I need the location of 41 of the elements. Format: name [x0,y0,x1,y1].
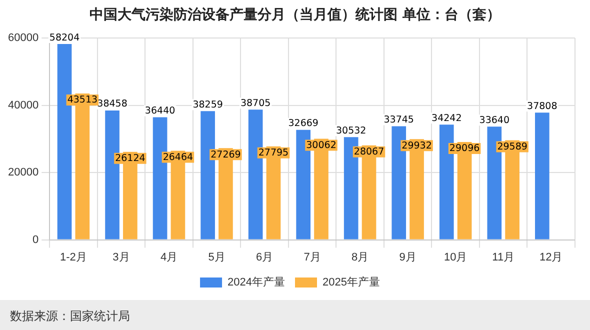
data-label: 37808 [527,100,558,112]
x-tick-label: 10月 [444,251,468,264]
x-tick-label: 8月 [351,251,369,264]
y-tick-label: 40000 [8,99,39,112]
x-tick-label: 9月 [399,251,416,264]
x-tick-label: 3月 [112,251,130,264]
data-label: 43513 [67,94,98,106]
data-label: 29589 [497,142,528,152]
data-label: 26124 [115,153,146,164]
legend-label: 2024年产量 [228,276,286,289]
x-tick-label: 11月 [492,251,515,264]
data-label: 30062 [306,140,336,151]
data-label: 28067 [354,146,384,158]
data-label: 32669 [288,118,318,130]
legend-label: 2025年产量 [322,276,380,289]
data-label: 38458 [97,98,128,110]
bar [534,112,550,240]
x-tick-label: 4月 [160,251,178,264]
x-tick-label: 6月 [256,251,274,264]
x-tick-label: 12月 [539,251,563,264]
y-tick-label: 20000 [8,166,39,179]
data-label: 26464 [162,152,194,164]
data-label: 30532 [336,125,366,136]
x-tick-label: 1-2月 [60,251,87,264]
data-label: 27795 [258,148,289,159]
data-label: 27269 [210,149,241,160]
y-tick-label: 0 [32,234,39,246]
data-label: 33640 [479,114,510,126]
source-note: 数据来源：国家统计局 [10,308,130,325]
data-label: 36440 [144,105,176,116]
data-label: 38705 [240,98,271,109]
data-label: 33745 [384,114,414,126]
data-label: 29932 [402,140,432,152]
data-label: 29096 [449,143,480,154]
chart-title: 中国大气污染防治设备产量分月（当月值）统计图 单位：台（套） [88,6,502,24]
x-tick-label: 5月 [208,251,226,264]
x-tick-label: 7月 [304,251,321,264]
y-tick-label: 60000 [8,32,39,44]
data-label: 38259 [192,99,223,110]
data-label: 58204 [49,32,80,44]
data-label: 34242 [432,112,462,124]
